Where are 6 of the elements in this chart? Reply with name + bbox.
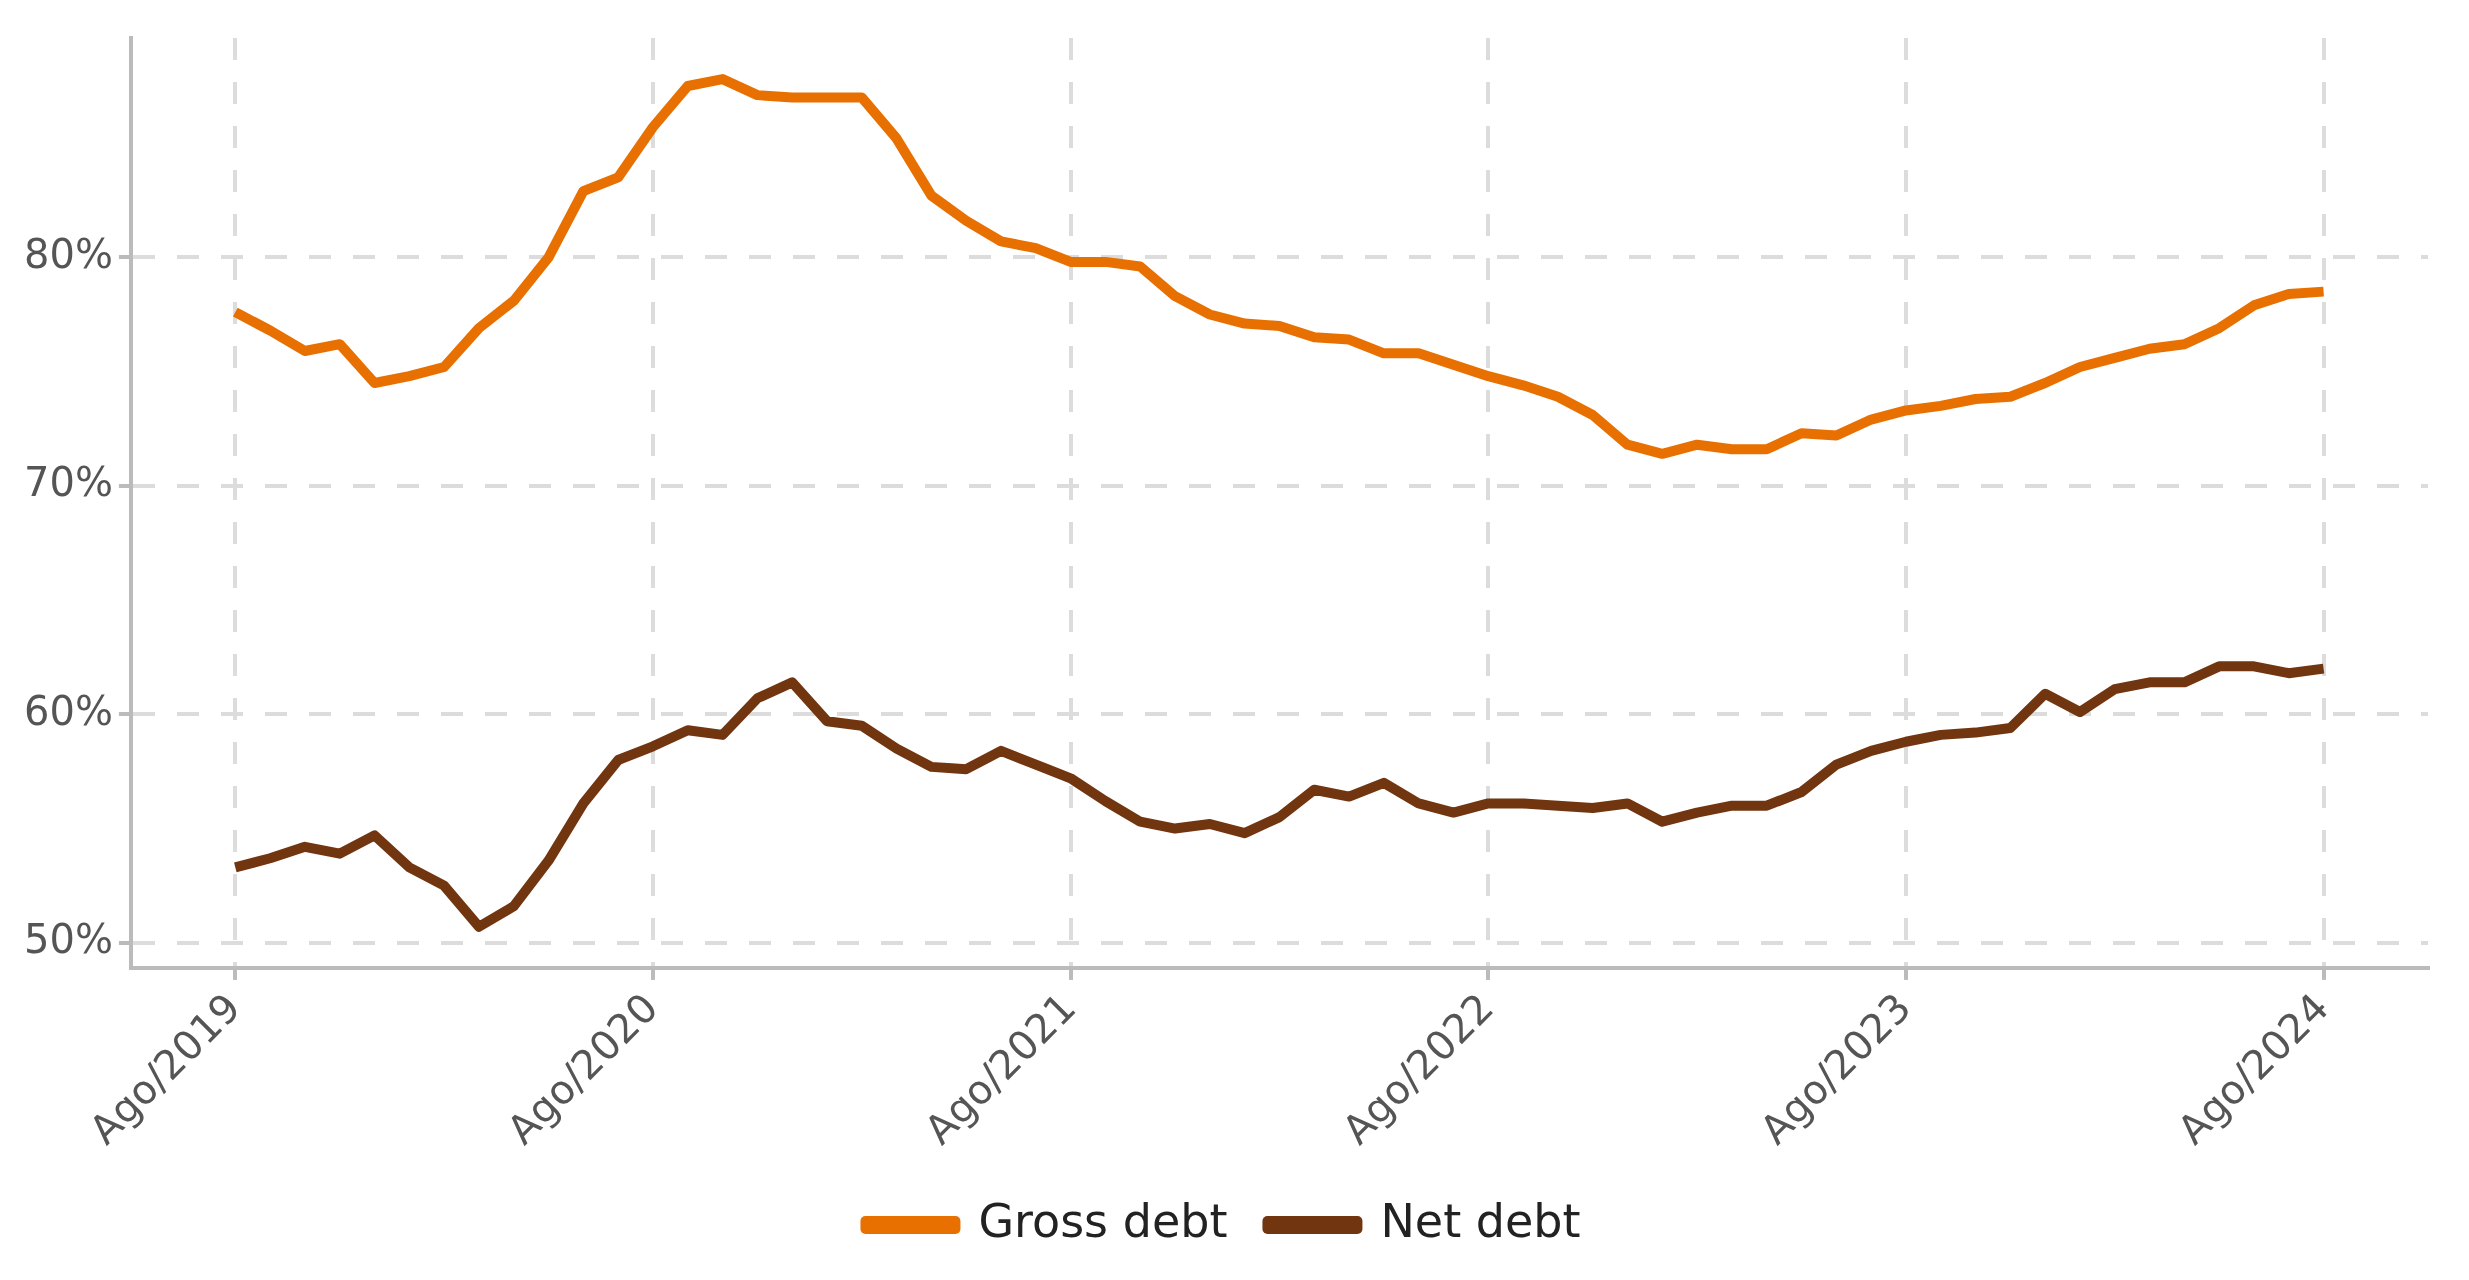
legend-label: Net debt — [1380, 1193, 1581, 1248]
y-tick-label: 60% — [24, 687, 113, 734]
y-tick-label: 80% — [24, 230, 113, 277]
legend-label: Gross debt — [978, 1193, 1228, 1248]
y-tick-label: 70% — [24, 459, 113, 506]
y-tick-label: 50% — [24, 916, 113, 963]
